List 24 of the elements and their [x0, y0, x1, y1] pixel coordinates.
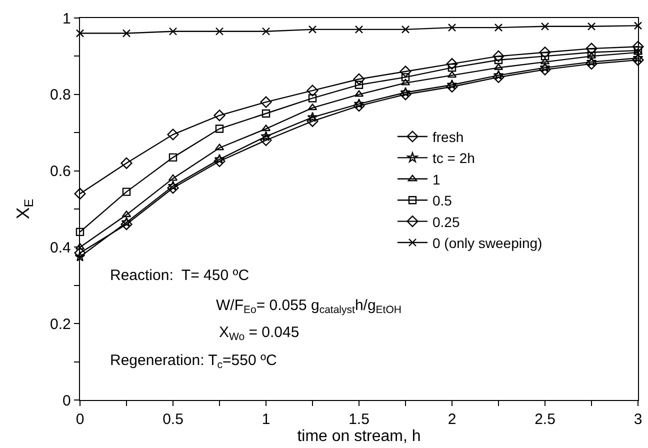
y-tick-label: 0.8 [50, 86, 71, 104]
x-tick-label: 2 [448, 411, 456, 428]
x-tick-label: 1.5 [348, 411, 370, 428]
legend-label: 0.5 [432, 192, 452, 209]
annotation: Reaction: T= 450 ºC [110, 267, 250, 284]
legend-label: 0 (only sweeping) [432, 234, 542, 251]
legend-label: 1 [432, 171, 440, 188]
x-tick-label: 0 [76, 411, 84, 428]
legend-label: fresh [432, 128, 464, 145]
annotation: Regeneration: T$_{c}$=550 ºC [110, 352, 277, 372]
x-tick-label: 3 [634, 411, 642, 428]
y-tick-label: 0 [62, 392, 71, 410]
x-tick-label: 1 [262, 411, 270, 428]
x-tick-label: 2.5 [534, 411, 556, 428]
legend-label: 0.25 [432, 214, 460, 230]
y-tick-label: 0.4 [50, 239, 71, 256]
annotation: W/F$_{Eo}$= 0.055 g$_{catalyst}$h/g$_{EtOH}$ [216, 297, 402, 316]
y-tick-label: 0.2 [50, 316, 71, 333]
annotation: X$_{Wo}$ = 0.045 [219, 324, 300, 344]
y-tick-label: 0.6 [50, 163, 71, 180]
x-tick-label: 0.5 [162, 411, 184, 428]
y-tick-label: 1 [62, 10, 71, 28]
x-axis-title: time on stream, h [297, 428, 421, 446]
legend-label: tc = 2h [432, 150, 475, 166]
